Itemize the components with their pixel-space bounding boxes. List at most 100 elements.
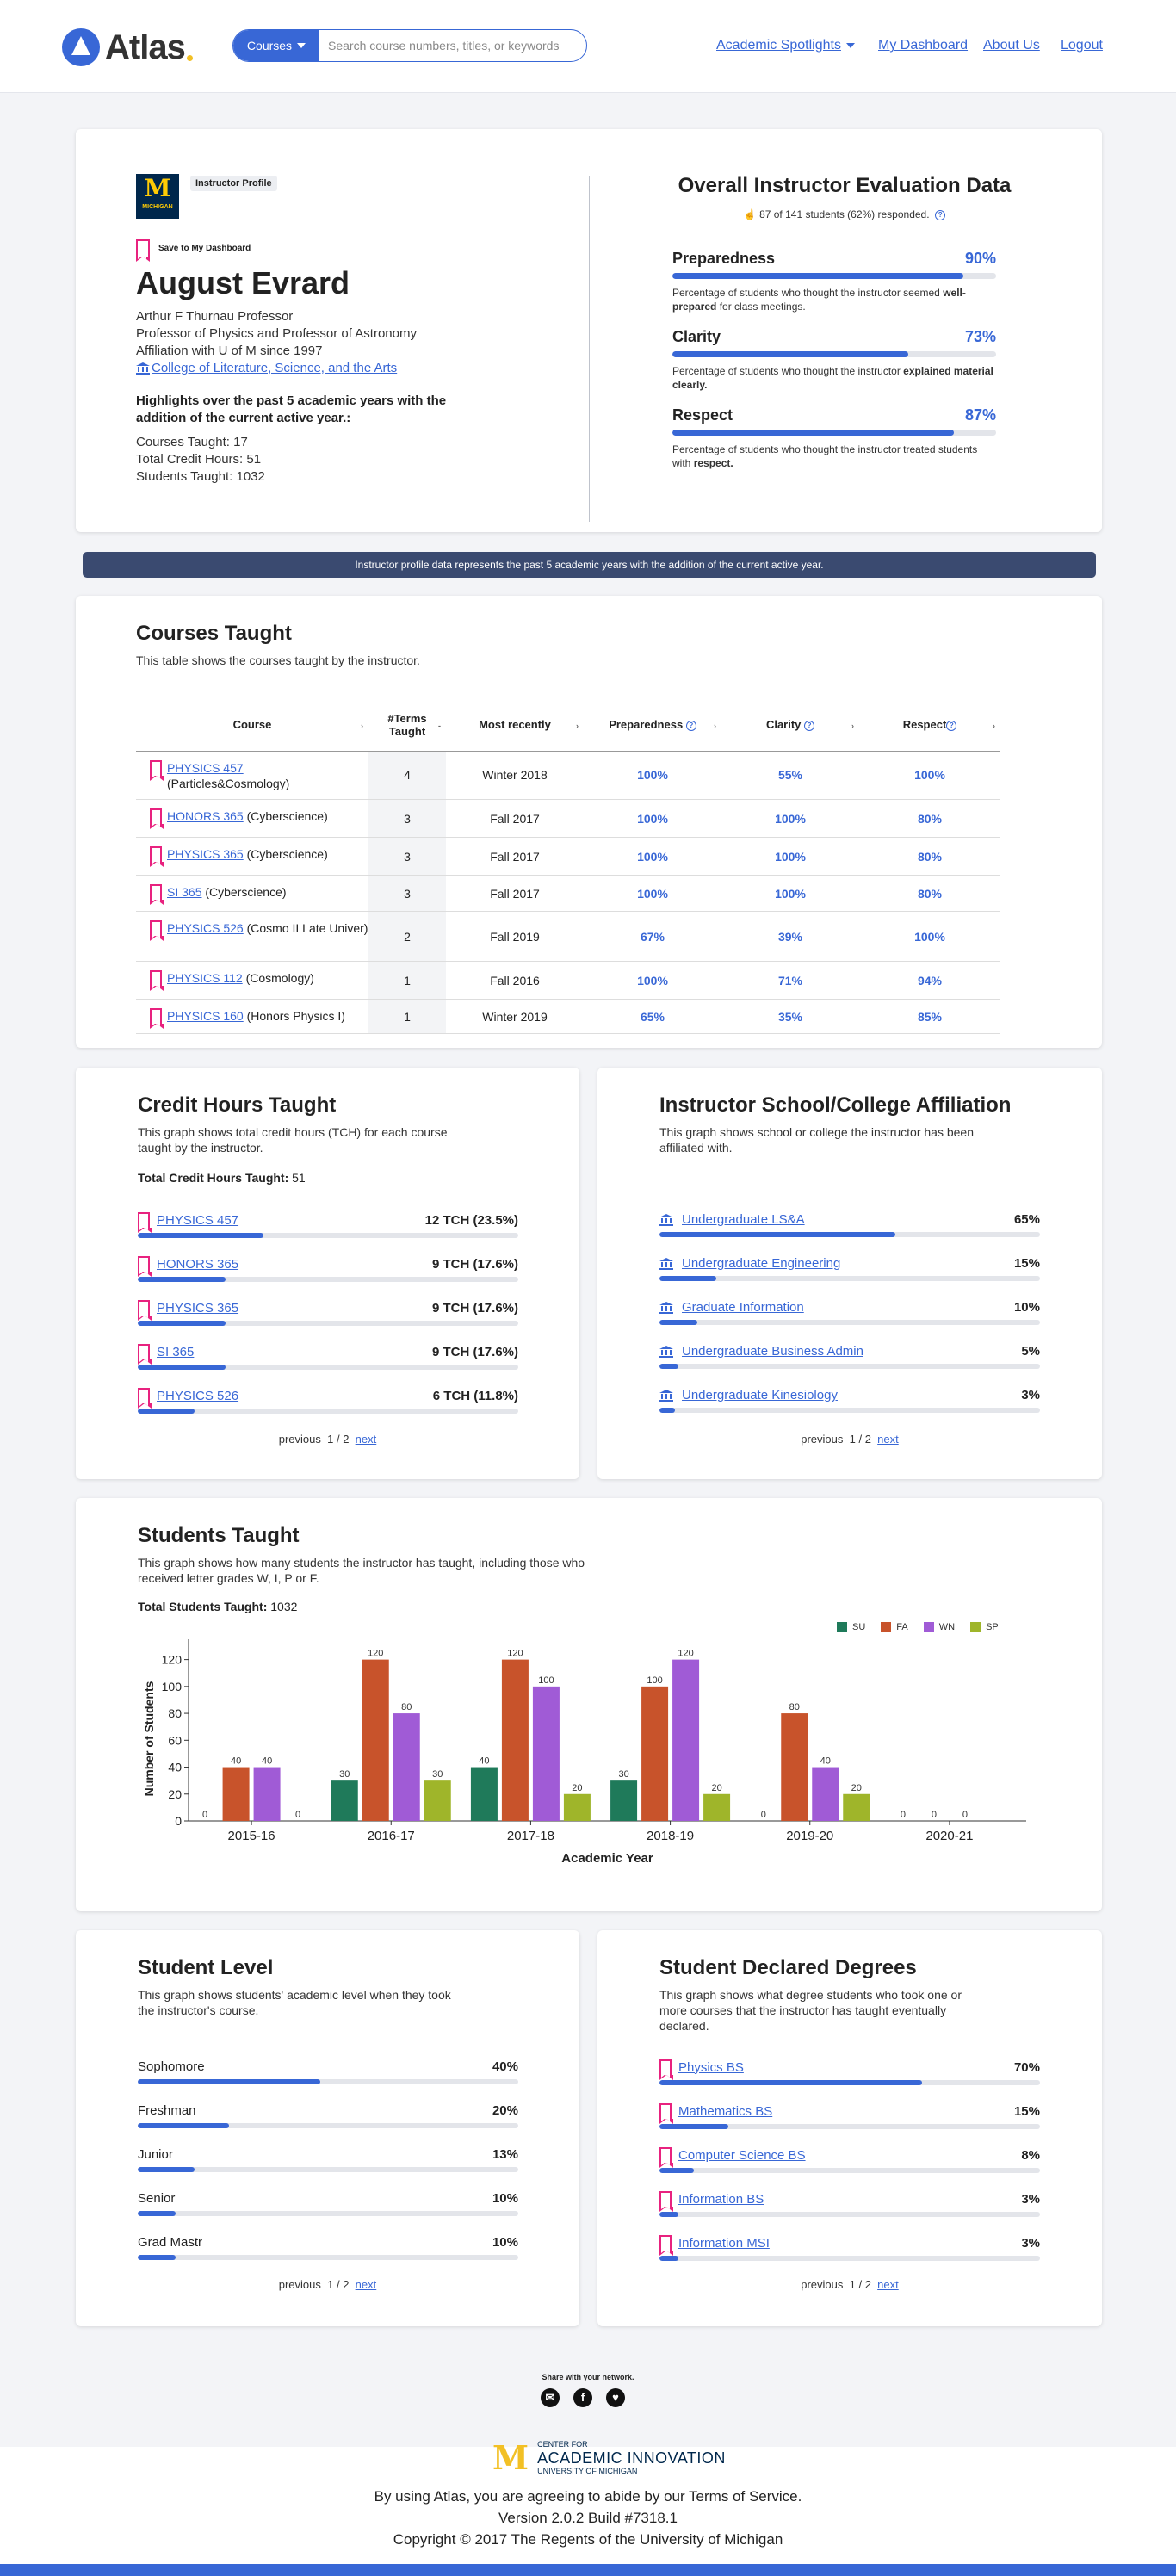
course-link[interactable]: PHYSICS 160 — [167, 1008, 244, 1023]
item-label[interactable]: SI 365 — [157, 1344, 195, 1359]
degrees-card: Student Declared Degrees This graph show… — [597, 1930, 1102, 2326]
next-page-link[interactable]: next — [877, 1433, 899, 1446]
bookmark-icon[interactable] — [137, 1388, 152, 1409]
bookmark-icon[interactable] — [137, 1256, 152, 1277]
item-value: 13% — [492, 2147, 518, 2162]
col-clarity[interactable]: Clarity ? › — [721, 699, 859, 752]
col-prep[interactable]: Preparedness ? › — [584, 699, 721, 752]
bar — [331, 1780, 358, 1821]
next-page-link[interactable]: next — [355, 1433, 377, 1446]
item-bar — [138, 1365, 518, 1370]
item-bar-fill — [138, 2211, 176, 2216]
col-course[interactable]: Course › — [136, 699, 368, 752]
table-row: SI 365 (Cyberscience) 3 Fall 2017 100% 1… — [136, 875, 1000, 912]
college-link[interactable]: College of Literature, Science, and the … — [136, 360, 417, 377]
item-label: Junior — [138, 2147, 173, 2162]
bookmark-icon[interactable] — [149, 808, 164, 829]
metric-desc: Percentage of students who thought the i… — [672, 365, 993, 391]
bookmark-icon[interactable] — [149, 759, 164, 781]
item-bar — [659, 2256, 1040, 2261]
course-link[interactable]: HONORS 365 — [167, 808, 244, 823]
save-to-dashboard-button[interactable]: Save to My Dashboard — [135, 239, 251, 262]
course-link[interactable]: PHYSICS 112 — [167, 970, 243, 985]
search-category-button[interactable]: Courses — [233, 30, 319, 61]
table-row: PHYSICS 457 (Particles&Cosmology) 4 Wint… — [136, 751, 1000, 800]
email-icon[interactable]: ✉ — [541, 2388, 560, 2407]
bar-label: 120 — [368, 1649, 383, 1659]
bookmark-icon[interactable] — [137, 1344, 152, 1365]
item-label[interactable]: PHYSICS 526 — [157, 1388, 239, 1403]
next-page-link[interactable]: next — [355, 2278, 377, 2291]
list-item: Undergraduate LS&A 65% — [659, 1212, 1040, 1237]
bar — [781, 1713, 808, 1821]
list-item: Grad Mastr 10% — [138, 2235, 518, 2260]
legend-label: SU — [852, 1622, 866, 1632]
profile-card: M MICHIGAN Instructor Profile Save to My… — [76, 129, 1102, 532]
x-tick-label: 2017-18 — [507, 1829, 554, 1843]
info-icon[interactable]: ? — [935, 209, 946, 220]
item-label[interactable]: Undergraduate Business Admin — [682, 1344, 863, 1359]
item-value: 3% — [1021, 2235, 1040, 2251]
course-link[interactable]: PHYSICS 526 — [167, 920, 244, 935]
bookmark-icon[interactable] — [149, 845, 164, 867]
facebook-icon[interactable]: f — [573, 2388, 592, 2407]
bar — [532, 1686, 560, 1821]
twitter-icon[interactable]: ♥ — [606, 2388, 625, 2407]
item-value: 10% — [492, 2191, 518, 2206]
course-link[interactable]: PHYSICS 457 — [166, 760, 244, 775]
bookmark-icon[interactable] — [659, 2235, 673, 2256]
bookmark-icon[interactable] — [659, 2059, 673, 2080]
courses-title: Courses Taught — [136, 622, 292, 645]
college-link-text[interactable]: College of Literature, Science, and the … — [152, 361, 398, 375]
bookmark-icon[interactable] — [149, 969, 164, 991]
y-tick-label: 40 — [168, 1761, 182, 1774]
bookmark-icon[interactable] — [149, 883, 164, 905]
bank-icon — [659, 1345, 673, 1358]
clarity-cell: 35% — [721, 999, 859, 1034]
nav-logout[interactable]: Logout — [1061, 38, 1103, 53]
metric-preparedness: Preparedness 90% Percentage of students w… — [672, 250, 996, 313]
item-label[interactable]: Physics BS — [678, 2059, 744, 2075]
col-recent[interactable]: Most recently › — [446, 699, 584, 752]
item-label[interactable]: Mathematics BS — [678, 2103, 773, 2119]
item-label[interactable]: Undergraduate LS&A — [682, 1212, 805, 1227]
item-label[interactable]: PHYSICS 365 — [157, 1300, 239, 1316]
bookmark-icon[interactable] — [659, 2103, 673, 2124]
course-link[interactable]: PHYSICS 365 — [167, 846, 244, 861]
item-label[interactable]: PHYSICS 457 — [157, 1212, 239, 1228]
col-respect[interactable]: Respect? › — [859, 699, 1000, 752]
search-input[interactable] — [319, 30, 586, 61]
bookmark-icon[interactable] — [149, 920, 164, 941]
nav-academic-spotlights[interactable]: Academic Spotlights — [716, 38, 841, 53]
courses-table: Course › #Terms Taught - Most recently › Pr… — [136, 699, 1000, 1034]
item-label[interactable]: Information BS — [678, 2191, 764, 2207]
course-cell: PHYSICS 365 (Cyberscience) — [136, 838, 368, 876]
bookmark-icon[interactable] — [659, 2147, 673, 2168]
nav-about-us[interactable]: About Us — [983, 38, 1040, 53]
item-label[interactable]: Computer Science BS — [678, 2147, 806, 2163]
course-title: (Cosmo II Late Univer) — [246, 920, 368, 935]
item-label[interactable]: HONORS 365 — [157, 1256, 239, 1272]
chevron-down-icon[interactable] — [846, 43, 855, 48]
list-item: PHYSICS 457 12 TCH (23.5%) — [137, 1212, 518, 1238]
list-item: Information BS 3% — [659, 2191, 1040, 2217]
cai-logo: M CENTER FOR ACADEMIC INNOVATION UNIVERS… — [492, 2440, 726, 2476]
next-page-link[interactable]: next — [877, 2278, 899, 2291]
item-label[interactable]: Undergraduate Kinesiology — [682, 1388, 838, 1403]
item-bar — [659, 1364, 1040, 1369]
course-link[interactable]: SI 365 — [167, 884, 202, 899]
atlas-logo[interactable]: Atlas — [62, 28, 193, 67]
bookmark-icon[interactable] — [137, 1300, 152, 1321]
bar — [470, 1767, 498, 1821]
metric-bar-fill — [672, 351, 909, 357]
bookmark-icon[interactable] — [149, 1007, 164, 1029]
item-bar-fill — [138, 1233, 263, 1238]
item-label[interactable]: Undergraduate Engineering — [682, 1256, 841, 1271]
item-label[interactable]: Graduate Information — [682, 1300, 804, 1315]
bookmark-icon[interactable] — [659, 2191, 673, 2212]
col-terms[interactable]: #Terms Taught - — [368, 699, 446, 752]
item-label[interactable]: Information MSI — [678, 2235, 770, 2251]
respect-cell: 80% — [859, 837, 1000, 876]
nav-my-dashboard[interactable]: My Dashboard — [878, 38, 969, 53]
bookmark-icon[interactable] — [137, 1212, 152, 1233]
